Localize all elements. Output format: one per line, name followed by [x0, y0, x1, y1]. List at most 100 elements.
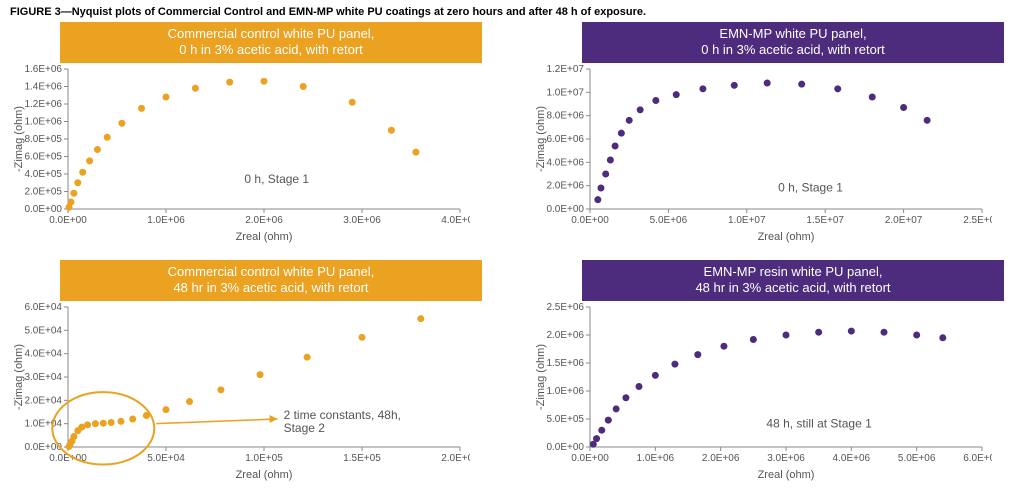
y-tick-label: 0.0E+00: [546, 204, 584, 215]
panel-title: EMN-MP white PU panel,0 h in 3% acetic a…: [582, 22, 1004, 63]
y-tick-label: 1.0E+06: [546, 386, 584, 397]
data-point: [637, 106, 644, 113]
y-tick-label: 2.5E+06: [546, 302, 584, 313]
y-tick-label: 6.0E+05: [24, 151, 62, 162]
data-point: [92, 420, 99, 427]
y-tick-label: 5.0E+05: [546, 414, 584, 425]
data-point: [815, 328, 822, 335]
y-axis-label: -Zimag (ohm): [535, 105, 547, 171]
x-tick-label: 0.0E+00: [49, 215, 87, 226]
data-point: [694, 351, 701, 358]
data-point: [104, 133, 111, 140]
x-tick-label: 2.0E+05: [441, 453, 470, 464]
data-point: [764, 79, 771, 86]
data-point: [607, 156, 614, 163]
panel-top-left: Commercial control white PU panel,0 h in…: [10, 22, 492, 252]
data-point: [138, 104, 145, 111]
x-tick-label: 2.0E+07: [885, 215, 923, 226]
data-point: [618, 129, 625, 136]
y-tick-label: 2.0E+05: [24, 186, 62, 197]
title-line: 0 h in 3% acetic acid, with retort: [701, 42, 885, 57]
x-tick-label: 0.0E+00: [571, 215, 609, 226]
data-point: [699, 85, 706, 92]
annotation-text: 0 h, Stage 1: [244, 171, 309, 185]
data-point: [261, 77, 268, 84]
title-line: 0 h in 3% acetic acid, with retort: [179, 42, 363, 57]
data-point: [226, 78, 233, 85]
title-line: EMN-MP white PU panel,: [719, 26, 866, 41]
data-point: [939, 334, 946, 341]
data-point: [594, 196, 601, 203]
panel-title: EMN-MP resin white PU panel,48 hr in 3% …: [582, 260, 1004, 301]
annotation-arrowhead: [270, 415, 278, 423]
panel-bottom-left: Commercial control white PU panel,48 hr …: [10, 260, 492, 490]
y-tick-label: 6.0E+06: [546, 134, 584, 145]
y-tick-label: 0.0E+00: [24, 204, 62, 215]
title-line: Commercial control white PU panel,: [168, 264, 375, 279]
y-tick-label: 4.0E+05: [24, 169, 62, 180]
data-point: [417, 315, 424, 322]
data-point: [613, 405, 620, 412]
panel-title: Commercial control white PU panel,48 hr …: [60, 260, 482, 301]
x-tick-label: 5.0E+06: [898, 453, 936, 464]
data-point: [652, 97, 659, 104]
data-point: [67, 198, 74, 205]
x-tick-label: 4.0E+06: [441, 215, 470, 226]
x-axis-label: Zreal (ohm): [758, 231, 815, 243]
x-tick-label: 2.0E+06: [245, 215, 283, 226]
nyquist-plot: 0.0E+00 5.0E+05 1.0E+06 1.5E+06 2.0E+06 2.5E+…: [532, 301, 992, 481]
y-tick-label: 4.0E+04: [24, 348, 62, 359]
y-tick-label: 5.0E+04: [24, 325, 62, 336]
x-tick-label: 1.5E+05: [343, 453, 381, 464]
x-tick-label: 3.0E+06: [343, 215, 381, 226]
x-tick-label: 2.0E+06: [702, 453, 740, 464]
data-point: [612, 142, 619, 149]
x-tick-label: 2.5E+07: [963, 215, 992, 226]
data-point: [834, 85, 841, 92]
data-point: [79, 168, 86, 175]
x-tick-label: 0.0E+00: [571, 453, 609, 464]
data-point: [217, 386, 224, 393]
data-point: [163, 406, 170, 413]
data-point: [118, 119, 125, 126]
y-tick-label: 1.0E+07: [546, 87, 584, 98]
y-tick-label: 1.4E+06: [24, 81, 62, 92]
x-tick-label: 4.0E+06: [833, 453, 871, 464]
data-point: [673, 91, 680, 98]
annotation-text: Stage 2: [284, 421, 326, 435]
data-point: [84, 421, 91, 428]
y-tick-label: 0.0E+00: [546, 442, 584, 453]
figure-caption: FIGURE 3—Nyquist plots of Commercial Con…: [10, 6, 1014, 18]
data-point: [70, 189, 77, 196]
data-point: [720, 342, 727, 349]
y-tick-label: 2.0E+04: [24, 395, 62, 406]
data-point: [652, 371, 659, 378]
data-point: [731, 81, 738, 88]
annotation-text: 0 h, Stage 1: [778, 180, 843, 194]
annotation-arrow: [156, 419, 277, 424]
data-point: [129, 415, 136, 422]
x-tick-label: 5.0E+06: [650, 215, 688, 226]
data-point: [913, 331, 920, 338]
x-axis-label: Zreal (ohm): [236, 469, 293, 481]
title-line: EMN-MP resin white PU panel,: [704, 264, 883, 279]
y-axis-label: -Zimag (ohm): [535, 343, 547, 409]
data-point: [869, 93, 876, 100]
x-tick-label: 6.0E+06: [963, 453, 992, 464]
title-line: Commercial control white PU panel,: [168, 26, 375, 41]
y-tick-label: 6.0E+04: [24, 302, 62, 313]
y-tick-label: 1.0E+04: [24, 418, 62, 429]
data-point: [100, 419, 107, 426]
y-tick-label: 8.0E+05: [24, 134, 62, 145]
data-point: [349, 98, 356, 105]
y-tick-label: 1.5E+06: [546, 358, 584, 369]
y-tick-label: 1.2E+07: [546, 64, 584, 75]
x-tick-label: 1.0E+06: [637, 453, 675, 464]
data-point: [605, 416, 612, 423]
data-point: [750, 335, 757, 342]
data-point: [626, 116, 633, 123]
x-tick-label: 1.0E+06: [147, 215, 185, 226]
title-line: 48 hr in 3% acetic acid, with retort: [695, 280, 890, 295]
data-point: [798, 80, 805, 87]
data-point: [924, 116, 931, 123]
